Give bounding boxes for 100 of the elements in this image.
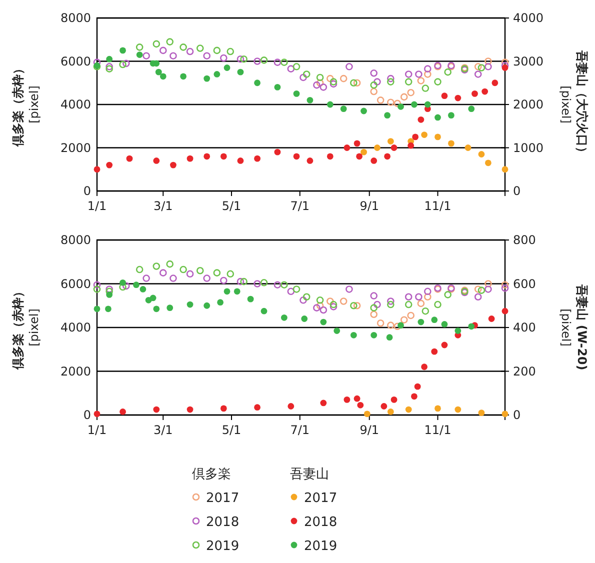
point bbox=[293, 90, 300, 97]
point bbox=[431, 348, 438, 355]
point bbox=[404, 78, 412, 86]
point bbox=[370, 88, 378, 96]
point bbox=[400, 316, 408, 324]
point bbox=[280, 314, 288, 321]
point bbox=[350, 302, 358, 310]
point bbox=[398, 322, 404, 329]
point bbox=[387, 98, 394, 106]
y-tick-label: 0 bbox=[83, 184, 91, 198]
point bbox=[287, 65, 295, 72]
point bbox=[170, 274, 177, 282]
point bbox=[387, 408, 394, 415]
point bbox=[302, 293, 310, 301]
point bbox=[326, 153, 334, 160]
point bbox=[444, 68, 452, 76]
point bbox=[404, 293, 412, 301]
point bbox=[411, 101, 418, 108]
point bbox=[370, 304, 378, 312]
point bbox=[330, 300, 338, 308]
point bbox=[120, 279, 126, 286]
point bbox=[334, 328, 340, 334]
point bbox=[405, 406, 412, 413]
point bbox=[374, 144, 380, 151]
point bbox=[186, 155, 194, 162]
point bbox=[424, 293, 432, 301]
point bbox=[126, 155, 133, 162]
point bbox=[370, 332, 378, 338]
point bbox=[360, 108, 367, 114]
point bbox=[501, 58, 509, 66]
point bbox=[501, 281, 509, 288]
point bbox=[346, 286, 353, 293]
point bbox=[203, 52, 210, 60]
y-tick-label: 0 bbox=[83, 408, 91, 422]
point bbox=[236, 55, 244, 63]
point bbox=[415, 293, 422, 301]
point bbox=[316, 79, 324, 87]
point bbox=[280, 281, 288, 288]
point bbox=[186, 406, 194, 413]
point bbox=[320, 84, 328, 91]
point bbox=[196, 266, 204, 274]
point bbox=[236, 278, 244, 286]
point bbox=[350, 332, 357, 338]
point bbox=[170, 52, 177, 60]
point bbox=[240, 278, 248, 286]
point bbox=[350, 79, 358, 87]
point bbox=[448, 112, 454, 119]
point bbox=[152, 262, 160, 270]
point bbox=[407, 312, 414, 320]
legend-label: 2018 bbox=[206, 515, 240, 530]
point bbox=[280, 58, 288, 66]
point bbox=[237, 68, 244, 76]
point bbox=[155, 68, 162, 76]
point bbox=[384, 112, 391, 119]
point bbox=[119, 60, 126, 68]
point bbox=[320, 400, 327, 406]
point bbox=[254, 58, 261, 65]
point bbox=[300, 74, 307, 82]
point bbox=[394, 322, 402, 330]
point bbox=[136, 266, 144, 274]
x-tick-label: 1/1 bbox=[87, 423, 107, 437]
point bbox=[478, 151, 485, 158]
text: 吾妻山 bbox=[290, 467, 329, 482]
point bbox=[120, 408, 126, 415]
point bbox=[94, 166, 100, 173]
x-tick-label: 3/1 bbox=[153, 199, 173, 213]
point bbox=[370, 81, 378, 89]
point bbox=[106, 291, 113, 298]
point bbox=[316, 74, 324, 82]
point bbox=[424, 70, 432, 78]
x-tick-label: 3/1 bbox=[153, 423, 173, 437]
y2-tick-label: 800 bbox=[513, 233, 536, 247]
point bbox=[478, 64, 486, 72]
point bbox=[404, 70, 412, 78]
point bbox=[387, 322, 394, 329]
point bbox=[120, 47, 126, 54]
point bbox=[411, 393, 418, 400]
point bbox=[254, 155, 260, 162]
point bbox=[287, 288, 295, 296]
point bbox=[484, 286, 492, 293]
x-tick-label: 1/1 bbox=[87, 199, 107, 213]
y2-tick-label: 3000 bbox=[513, 54, 544, 68]
point bbox=[422, 307, 430, 315]
point bbox=[434, 78, 442, 86]
point bbox=[454, 406, 462, 413]
legend-label: 2018 bbox=[304, 515, 338, 530]
point bbox=[326, 101, 334, 108]
y2-tick-label: 200 bbox=[513, 364, 536, 378]
point bbox=[370, 292, 378, 300]
point bbox=[94, 410, 100, 418]
point bbox=[418, 318, 424, 326]
point bbox=[274, 281, 282, 288]
y2-tick-label: 0 bbox=[513, 408, 521, 422]
point bbox=[153, 158, 160, 164]
point bbox=[340, 298, 348, 305]
point bbox=[353, 79, 361, 87]
point bbox=[488, 316, 495, 322]
point bbox=[474, 293, 482, 301]
point bbox=[444, 291, 452, 298]
y2-tick-label: 400 bbox=[513, 320, 536, 334]
